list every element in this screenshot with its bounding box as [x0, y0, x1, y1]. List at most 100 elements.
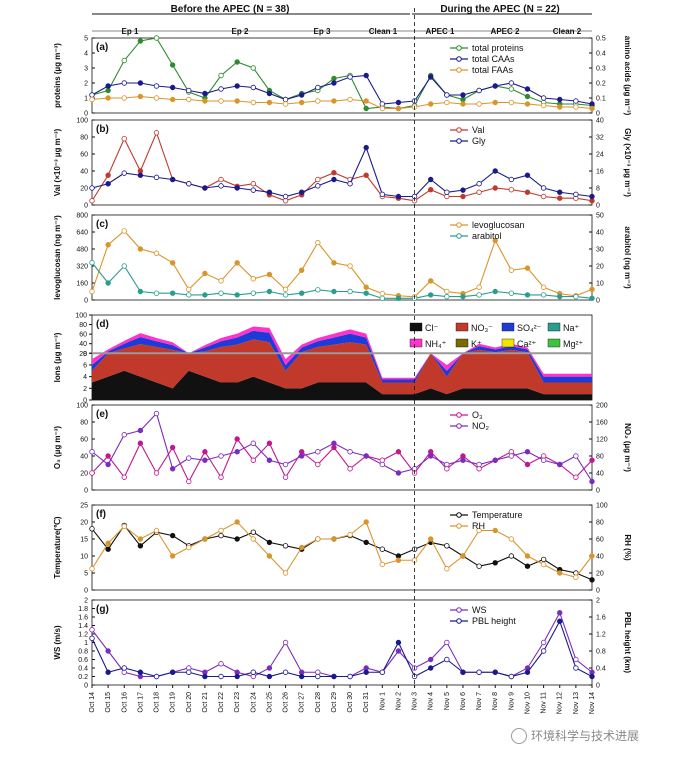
data-point	[250, 529, 256, 535]
data-point	[186, 544, 192, 551]
data-point	[460, 293, 466, 300]
data-point	[331, 440, 337, 446]
y-tick-label: 1.6	[78, 615, 88, 622]
data-point	[444, 566, 450, 572]
y-tick-label: 800	[76, 213, 88, 220]
x-tick-label: Nov 7	[476, 692, 483, 710]
x-tick-label: Nov 9	[508, 692, 515, 710]
y-right-tick-label: 0.1	[596, 96, 606, 103]
legend-label: PBL height	[472, 616, 516, 626]
x-tick-label: Nov 8	[492, 692, 499, 710]
data-point	[573, 293, 579, 300]
y-right-tick-label: 0	[596, 588, 600, 595]
y-tick-label: 0	[84, 488, 88, 495]
data-point	[363, 72, 369, 79]
data-point	[250, 440, 256, 446]
data-point	[557, 610, 563, 616]
data-point	[202, 457, 208, 463]
data-point	[218, 98, 224, 104]
data-point	[589, 193, 595, 200]
data-point	[540, 185, 547, 191]
data-point	[540, 193, 547, 200]
data-point	[331, 98, 337, 104]
data-point	[186, 478, 192, 485]
data-point	[121, 135, 127, 142]
data-point	[121, 228, 127, 234]
data-point	[234, 59, 240, 65]
data-point	[234, 185, 240, 191]
y-right-tick-label: 1.6	[596, 615, 606, 622]
data-point	[218, 532, 224, 539]
legend-marker	[456, 56, 462, 62]
y-tick-label: 1.4	[78, 623, 88, 630]
legend-marker	[456, 423, 462, 429]
legend-label: Ca²⁺	[517, 339, 537, 349]
data-point	[234, 260, 240, 266]
data-point	[266, 553, 273, 559]
data-point	[524, 172, 531, 178]
data-point	[331, 673, 337, 680]
x-tick-label: Oct 24	[250, 692, 257, 713]
data-point	[428, 176, 434, 183]
y-right-tick-label: 8	[596, 186, 600, 193]
data-point	[428, 101, 434, 107]
legend-marker	[456, 127, 462, 133]
data-point	[282, 461, 289, 468]
legend-marker	[456, 138, 462, 144]
legend-label: NH₄⁺	[425, 339, 447, 349]
episode-label: Ep 1	[122, 27, 139, 36]
data-point	[266, 99, 273, 106]
data-point	[508, 673, 515, 680]
header-during-label: During the APEC (N = 22)	[440, 4, 559, 15]
data-point	[169, 84, 176, 91]
y-right-tick-label: 24	[596, 152, 604, 159]
data-point	[557, 96, 563, 103]
data-point	[137, 246, 144, 252]
data-point	[557, 461, 563, 468]
legend-label: total proteins	[472, 43, 524, 53]
data-point	[557, 570, 563, 576]
panel-frame	[91, 599, 593, 686]
x-tick-label: Nov 5	[444, 692, 451, 710]
data-point	[105, 172, 111, 178]
data-point	[540, 284, 547, 290]
data-point	[298, 189, 305, 195]
data-point	[508, 290, 515, 296]
data-point	[105, 540, 111, 546]
ion-area	[92, 370, 592, 400]
y-tick-label: 0	[84, 588, 88, 595]
data-point	[460, 669, 466, 675]
y-right-tick-label: 60	[596, 537, 604, 544]
legend-marker	[456, 233, 462, 239]
data-point	[331, 169, 337, 176]
data-point	[153, 35, 160, 41]
x-tick-label: Oct 27	[299, 692, 306, 713]
y-right-tick-label: 0.4	[596, 51, 606, 58]
ion-area	[92, 326, 592, 380]
data-point	[540, 556, 547, 563]
legend-marker	[456, 607, 462, 613]
data-point	[428, 656, 434, 663]
legend-label: Val	[472, 125, 484, 135]
x-tick-label: Nov 1	[379, 692, 386, 710]
x-tick-label: Nov 13	[573, 692, 580, 714]
data-point	[573, 104, 579, 110]
legend-marker	[456, 412, 462, 418]
data-point	[540, 292, 547, 298]
data-point	[331, 176, 337, 183]
series-line	[91, 262, 593, 299]
data-point	[460, 96, 466, 103]
x-tick-label: Oct 25	[266, 692, 273, 713]
y-right-tick-label: 0.5	[596, 36, 606, 43]
data-point	[492, 288, 498, 295]
data-point	[460, 193, 466, 200]
legend-label: arabitol	[472, 231, 502, 241]
data-point	[589, 295, 595, 301]
panel-frame	[91, 37, 593, 114]
data-point	[266, 665, 273, 671]
series-line	[91, 37, 593, 110]
data-point	[557, 618, 563, 624]
data-point	[137, 440, 144, 446]
y-tick-label: 80	[79, 322, 87, 329]
data-point	[218, 673, 224, 680]
